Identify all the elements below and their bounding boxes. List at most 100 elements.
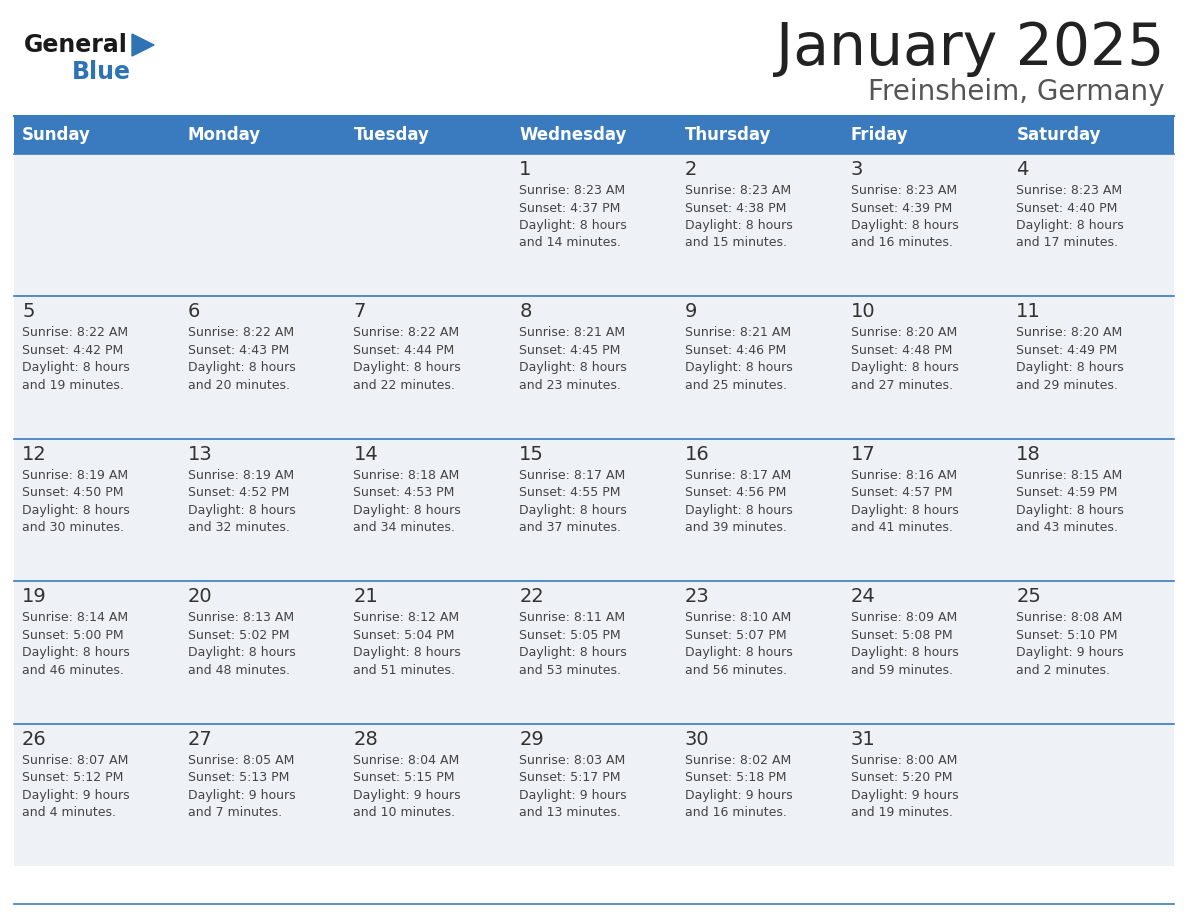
Text: Sunrise: 8:17 AM
Sunset: 4:55 PM
Daylight: 8 hours
and 37 minutes.: Sunrise: 8:17 AM Sunset: 4:55 PM Dayligh…	[519, 469, 627, 534]
Text: 2: 2	[684, 160, 697, 179]
Bar	[511, 723, 677, 866]
Text: Sunday: Sunday	[23, 126, 90, 144]
Text: 4: 4	[1016, 160, 1029, 179]
Bar	[346, 297, 511, 439]
Text: Sunrise: 8:02 AM
Sunset: 5:18 PM
Daylight: 9 hours
and 16 minutes.: Sunrise: 8:02 AM Sunset: 5:18 PM Dayligh…	[684, 754, 792, 819]
Text: 24: 24	[851, 588, 876, 606]
Text: 9: 9	[684, 302, 697, 321]
Text: Sunrise: 8:20 AM
Sunset: 4:48 PM
Daylight: 8 hours
and 27 minutes.: Sunrise: 8:20 AM Sunset: 4:48 PM Dayligh…	[851, 327, 959, 392]
Text: 18: 18	[1016, 445, 1041, 464]
Bar	[1009, 581, 1174, 723]
Bar	[346, 581, 511, 723]
Text: 23: 23	[684, 588, 709, 606]
Bar	[14, 723, 179, 866]
Text: 22: 22	[519, 588, 544, 606]
Bar	[346, 723, 511, 866]
Bar	[179, 723, 346, 866]
Bar	[511, 439, 677, 581]
Bar	[677, 723, 842, 866]
Text: 21: 21	[353, 588, 378, 606]
Bar	[842, 439, 1009, 581]
Text: Sunrise: 8:17 AM
Sunset: 4:56 PM
Daylight: 8 hours
and 39 minutes.: Sunrise: 8:17 AM Sunset: 4:56 PM Dayligh…	[684, 469, 792, 534]
Text: 7: 7	[353, 302, 366, 321]
Text: Sunrise: 8:23 AM
Sunset: 4:37 PM
Daylight: 8 hours
and 14 minutes.: Sunrise: 8:23 AM Sunset: 4:37 PM Dayligh…	[519, 184, 627, 250]
Text: Sunrise: 8:18 AM
Sunset: 4:53 PM
Daylight: 8 hours
and 34 minutes.: Sunrise: 8:18 AM Sunset: 4:53 PM Dayligh…	[353, 469, 461, 534]
Text: Sunrise: 8:08 AM
Sunset: 5:10 PM
Daylight: 9 hours
and 2 minutes.: Sunrise: 8:08 AM Sunset: 5:10 PM Dayligh…	[1016, 611, 1124, 677]
Text: Freinsheim, Germany: Freinsheim, Germany	[867, 78, 1164, 106]
Bar	[842, 581, 1009, 723]
Text: 25: 25	[1016, 588, 1041, 606]
Text: 15: 15	[519, 445, 544, 464]
Text: 29: 29	[519, 730, 544, 748]
Text: 20: 20	[188, 588, 213, 606]
Text: 3: 3	[851, 160, 862, 179]
Bar	[1009, 154, 1174, 297]
Text: Sunrise: 8:19 AM
Sunset: 4:52 PM
Daylight: 8 hours
and 32 minutes.: Sunrise: 8:19 AM Sunset: 4:52 PM Dayligh…	[188, 469, 296, 534]
Text: Sunrise: 8:21 AM
Sunset: 4:46 PM
Daylight: 8 hours
and 25 minutes.: Sunrise: 8:21 AM Sunset: 4:46 PM Dayligh…	[684, 327, 792, 392]
Text: Sunrise: 8:13 AM
Sunset: 5:02 PM
Daylight: 8 hours
and 48 minutes.: Sunrise: 8:13 AM Sunset: 5:02 PM Dayligh…	[188, 611, 296, 677]
Bar	[179, 297, 346, 439]
Bar	[677, 116, 842, 154]
Bar	[842, 297, 1009, 439]
Text: Saturday: Saturday	[1016, 126, 1101, 144]
Text: Sunrise: 8:14 AM
Sunset: 5:00 PM
Daylight: 8 hours
and 46 minutes.: Sunrise: 8:14 AM Sunset: 5:00 PM Dayligh…	[23, 611, 129, 677]
Bar	[842, 154, 1009, 297]
Text: 17: 17	[851, 445, 876, 464]
Text: Blue: Blue	[72, 60, 131, 84]
Bar	[346, 116, 511, 154]
Bar	[179, 439, 346, 581]
Text: Sunrise: 8:07 AM
Sunset: 5:12 PM
Daylight: 9 hours
and 4 minutes.: Sunrise: 8:07 AM Sunset: 5:12 PM Dayligh…	[23, 754, 129, 819]
Bar	[677, 581, 842, 723]
Bar	[346, 439, 511, 581]
Text: General: General	[24, 33, 128, 57]
Text: Sunrise: 8:05 AM
Sunset: 5:13 PM
Daylight: 9 hours
and 7 minutes.: Sunrise: 8:05 AM Sunset: 5:13 PM Dayligh…	[188, 754, 296, 819]
Text: Sunrise: 8:20 AM
Sunset: 4:49 PM
Daylight: 8 hours
and 29 minutes.: Sunrise: 8:20 AM Sunset: 4:49 PM Dayligh…	[1016, 327, 1124, 392]
Bar	[842, 723, 1009, 866]
Bar	[179, 116, 346, 154]
Text: Sunrise: 8:03 AM
Sunset: 5:17 PM
Daylight: 9 hours
and 13 minutes.: Sunrise: 8:03 AM Sunset: 5:17 PM Dayligh…	[519, 754, 627, 819]
Text: 19: 19	[23, 588, 46, 606]
Text: Sunrise: 8:23 AM
Sunset: 4:39 PM
Daylight: 8 hours
and 16 minutes.: Sunrise: 8:23 AM Sunset: 4:39 PM Dayligh…	[851, 184, 959, 250]
Bar	[346, 154, 511, 297]
Bar	[677, 439, 842, 581]
Bar	[14, 439, 179, 581]
Bar	[179, 581, 346, 723]
Bar	[14, 581, 179, 723]
Text: 16: 16	[684, 445, 709, 464]
Text: 28: 28	[353, 730, 378, 748]
Text: 8: 8	[519, 302, 531, 321]
Text: Sunrise: 8:11 AM
Sunset: 5:05 PM
Daylight: 8 hours
and 53 minutes.: Sunrise: 8:11 AM Sunset: 5:05 PM Dayligh…	[519, 611, 627, 677]
Bar	[14, 154, 179, 297]
Text: 12: 12	[23, 445, 46, 464]
Bar	[842, 116, 1009, 154]
Text: 1: 1	[519, 160, 531, 179]
Bar	[677, 154, 842, 297]
Text: Sunrise: 8:09 AM
Sunset: 5:08 PM
Daylight: 8 hours
and 59 minutes.: Sunrise: 8:09 AM Sunset: 5:08 PM Dayligh…	[851, 611, 959, 677]
Text: Sunrise: 8:10 AM
Sunset: 5:07 PM
Daylight: 8 hours
and 56 minutes.: Sunrise: 8:10 AM Sunset: 5:07 PM Dayligh…	[684, 611, 792, 677]
Text: Sunrise: 8:00 AM
Sunset: 5:20 PM
Daylight: 9 hours
and 19 minutes.: Sunrise: 8:00 AM Sunset: 5:20 PM Dayligh…	[851, 754, 959, 819]
Bar	[1009, 723, 1174, 866]
Text: 11: 11	[1016, 302, 1041, 321]
Text: January 2025: January 2025	[776, 20, 1164, 77]
Polygon shape	[132, 34, 154, 56]
Bar	[511, 154, 677, 297]
Text: Monday: Monday	[188, 126, 261, 144]
Bar	[1009, 116, 1174, 154]
Text: Sunrise: 8:22 AM
Sunset: 4:42 PM
Daylight: 8 hours
and 19 minutes.: Sunrise: 8:22 AM Sunset: 4:42 PM Dayligh…	[23, 327, 129, 392]
Text: Sunrise: 8:23 AM
Sunset: 4:40 PM
Daylight: 8 hours
and 17 minutes.: Sunrise: 8:23 AM Sunset: 4:40 PM Dayligh…	[1016, 184, 1124, 250]
Text: 31: 31	[851, 730, 876, 748]
Text: 10: 10	[851, 302, 876, 321]
Text: Sunrise: 8:23 AM
Sunset: 4:38 PM
Daylight: 8 hours
and 15 minutes.: Sunrise: 8:23 AM Sunset: 4:38 PM Dayligh…	[684, 184, 792, 250]
Bar	[14, 116, 179, 154]
Bar	[511, 116, 677, 154]
Text: Sunrise: 8:16 AM
Sunset: 4:57 PM
Daylight: 8 hours
and 41 minutes.: Sunrise: 8:16 AM Sunset: 4:57 PM Dayligh…	[851, 469, 959, 534]
Text: Sunrise: 8:15 AM
Sunset: 4:59 PM
Daylight: 8 hours
and 43 minutes.: Sunrise: 8:15 AM Sunset: 4:59 PM Dayligh…	[1016, 469, 1124, 534]
Text: Sunrise: 8:04 AM
Sunset: 5:15 PM
Daylight: 9 hours
and 10 minutes.: Sunrise: 8:04 AM Sunset: 5:15 PM Dayligh…	[353, 754, 461, 819]
Text: 6: 6	[188, 302, 200, 321]
Bar	[179, 154, 346, 297]
Text: Thursday: Thursday	[684, 126, 771, 144]
Bar	[1009, 297, 1174, 439]
Text: 27: 27	[188, 730, 213, 748]
Text: Sunrise: 8:21 AM
Sunset: 4:45 PM
Daylight: 8 hours
and 23 minutes.: Sunrise: 8:21 AM Sunset: 4:45 PM Dayligh…	[519, 327, 627, 392]
Text: 5: 5	[23, 302, 34, 321]
